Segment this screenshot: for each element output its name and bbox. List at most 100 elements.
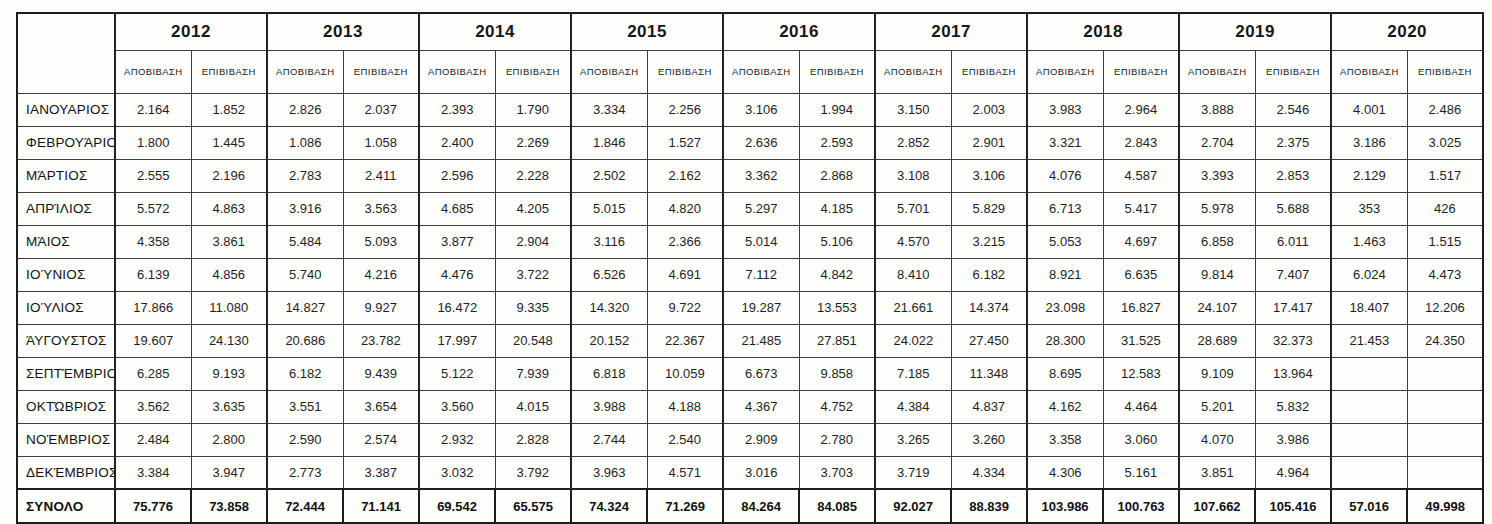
- data-cell: 4.476: [419, 258, 495, 291]
- data-cell: 1.058: [343, 126, 419, 159]
- month-label: ΙΟΎΝΙΟΣ: [17, 258, 115, 291]
- data-cell: 3.988: [571, 390, 647, 423]
- data-cell: 3.186: [1331, 126, 1407, 159]
- data-cell: 2.486: [1407, 93, 1483, 126]
- table-row: ΙΑΝΟΥΑΡΙΟΣ2.1641.8522.8262.0372.3931.790…: [17, 93, 1483, 126]
- data-cell: 5.417: [1103, 192, 1179, 225]
- data-cell: 3.215: [951, 225, 1027, 258]
- data-cell: 3.150: [875, 93, 951, 126]
- data-cell: 21.453: [1331, 324, 1407, 357]
- data-cell: 4.464: [1103, 390, 1179, 423]
- data-cell: 2.596: [419, 159, 495, 192]
- total-cell: 103.986: [1027, 489, 1103, 523]
- data-cell: 4.837: [951, 390, 1027, 423]
- subheader-embark: ΕΠΙΒΙΒΑΣΗ: [343, 50, 419, 93]
- data-cell: 5.106: [799, 225, 875, 258]
- year-header: 2012: [115, 13, 267, 50]
- subheader-embark: ΕΠΙΒΙΒΑΣΗ: [799, 50, 875, 93]
- data-cell: 2.411: [343, 159, 419, 192]
- data-cell: 3.032: [419, 456, 495, 489]
- data-cell: 3.792: [495, 456, 571, 489]
- data-cell: 3.265: [875, 423, 951, 456]
- data-cell: 2.375: [1255, 126, 1331, 159]
- data-cell: 7.185: [875, 357, 951, 390]
- subheader-disembark: ΑΠΟΒΙΒΑΣΗ: [875, 50, 951, 93]
- month-label: ΦΕΒΡΟΥΆΡΙΟΣ: [17, 126, 115, 159]
- scanned-page: 201220132014201520162017201820192020 ΑΠΟ…: [0, 0, 1492, 524]
- total-cell: 84.264: [723, 489, 799, 523]
- data-cell: 14.827: [267, 291, 343, 324]
- subheader-embark: ΕΠΙΒΙΒΑΣΗ: [495, 50, 571, 93]
- data-cell: 6.011: [1255, 225, 1331, 258]
- table-row: ΟΚΤΏΒΡΙΟΣ3.5623.6353.5513.6543.5604.0153…: [17, 390, 1483, 423]
- data-cell: 1.846: [571, 126, 647, 159]
- data-cell: 11.080: [191, 291, 267, 324]
- subheader-embark: ΕΠΙΒΙΒΑΣΗ: [191, 50, 267, 93]
- data-cell: 4.306: [1027, 456, 1103, 489]
- data-cell: 8.921: [1027, 258, 1103, 291]
- data-cell: 2.744: [571, 423, 647, 456]
- month-label: ΔΕΚΈΜΒΡΙΟΣ: [17, 456, 115, 489]
- data-cell: 3.025: [1407, 126, 1483, 159]
- data-cell: 5.161: [1103, 456, 1179, 489]
- data-cell: 2.593: [799, 126, 875, 159]
- subheader-disembark: ΑΠΟΒΙΒΑΣΗ: [1027, 50, 1103, 93]
- data-cell: 6.139: [115, 258, 191, 291]
- data-cell: 1.515: [1407, 225, 1483, 258]
- data-cell: 24.350: [1407, 324, 1483, 357]
- data-cell: 2.400: [419, 126, 495, 159]
- table-row: ΙΟΎΝΙΟΣ6.1394.8565.7404.2164.4763.7226.5…: [17, 258, 1483, 291]
- data-cell: 6.635: [1103, 258, 1179, 291]
- data-cell: 3.703: [799, 456, 875, 489]
- data-cell: [1407, 423, 1483, 456]
- month-label: ΟΚΤΏΒΡΙΟΣ: [17, 390, 115, 423]
- data-cell: 7.939: [495, 357, 571, 390]
- data-cell: 5.053: [1027, 225, 1103, 258]
- data-cell: 2.964: [1103, 93, 1179, 126]
- data-cell: 2.196: [191, 159, 267, 192]
- data-cell: 2.164: [115, 93, 191, 126]
- data-cell: [1331, 357, 1407, 390]
- data-cell: 2.828: [495, 423, 571, 456]
- subheader-embark: ΕΠΙΒΙΒΑΣΗ: [1255, 50, 1331, 93]
- total-cell: 84.085: [799, 489, 875, 523]
- data-cell: 5.014: [723, 225, 799, 258]
- data-cell: 1.790: [495, 93, 571, 126]
- data-cell: [1331, 423, 1407, 456]
- table-row: ΜΆΙΟΣ4.3583.8615.4845.0933.8772.9043.116…: [17, 225, 1483, 258]
- subheader-embark: ΕΠΙΒΙΒΑΣΗ: [951, 50, 1027, 93]
- data-cell: 2.783: [267, 159, 343, 192]
- data-cell: 23.782: [343, 324, 419, 357]
- data-cell: 12.206: [1407, 291, 1483, 324]
- data-cell: 2.484: [115, 423, 191, 456]
- data-cell: 3.719: [875, 456, 951, 489]
- data-cell: 5.093: [343, 225, 419, 258]
- year-header: 2018: [1027, 13, 1179, 50]
- data-cell: 28.689: [1179, 324, 1255, 357]
- data-cell: 9.439: [343, 357, 419, 390]
- data-cell: 20.548: [495, 324, 571, 357]
- data-cell: 2.780: [799, 423, 875, 456]
- year-header: 2013: [267, 13, 419, 50]
- data-cell: 2.037: [343, 93, 419, 126]
- data-cell: 24.107: [1179, 291, 1255, 324]
- data-cell: 9.722: [647, 291, 723, 324]
- subheader-embark: ΕΠΙΒΙΒΑΣΗ: [1407, 50, 1483, 93]
- data-cell: 3.016: [723, 456, 799, 489]
- data-cell: 5.297: [723, 192, 799, 225]
- data-cell: 7.112: [723, 258, 799, 291]
- data-cell: 3.851: [1179, 456, 1255, 489]
- data-cell: 3.877: [419, 225, 495, 258]
- total-cell: 107.662: [1179, 489, 1255, 523]
- total-cell: 72.444: [267, 489, 343, 523]
- total-cell: 105.416: [1255, 489, 1331, 523]
- data-cell: 5.015: [571, 192, 647, 225]
- data-cell: 4.571: [647, 456, 723, 489]
- data-cell: 24.022: [875, 324, 951, 357]
- data-cell: 2.590: [267, 423, 343, 456]
- data-cell: 4.587: [1103, 159, 1179, 192]
- data-cell: 5.688: [1255, 192, 1331, 225]
- data-cell: 3.260: [951, 423, 1027, 456]
- data-cell: 17.866: [115, 291, 191, 324]
- data-cell: 6.858: [1179, 225, 1255, 258]
